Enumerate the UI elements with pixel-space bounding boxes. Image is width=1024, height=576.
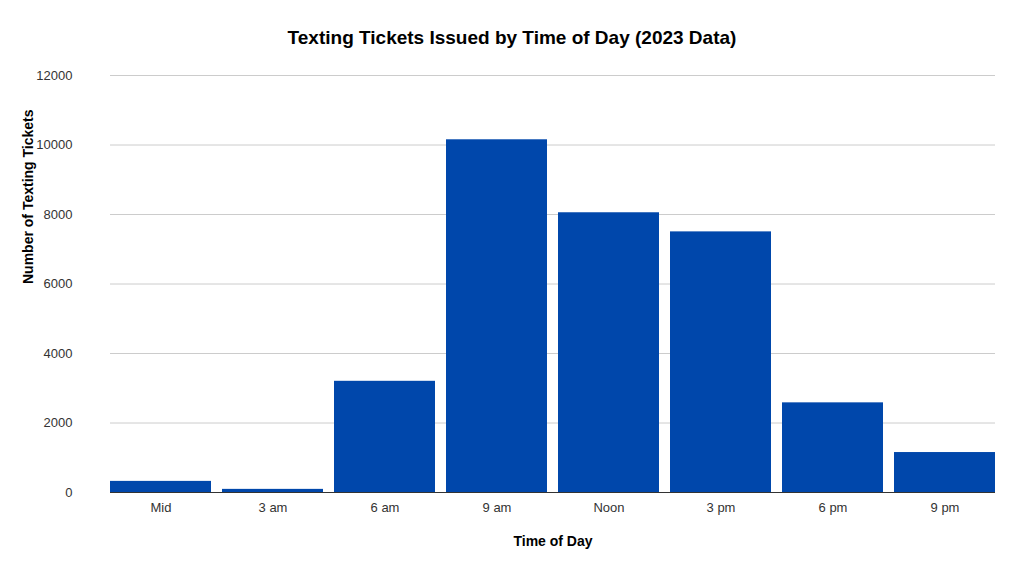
svg-text:6 am: 6 am: [371, 500, 400, 515]
svg-text:9 am: 9 am: [483, 500, 512, 515]
svg-text:2000: 2000: [44, 415, 73, 430]
svg-text:Number of Texting Tickets: Number of Texting Tickets: [20, 109, 36, 284]
html-text:Texting Tickets Issued by Time: Texting Tickets Issued by Time of Day (2…: [287, 27, 737, 48]
svg-text:6000: 6000: [44, 276, 73, 291]
svg-text:9 pm: 9 pm: [931, 500, 960, 515]
svg-text:Time of Day: Time of Day: [513, 533, 592, 549]
svg-text:0: 0: [65, 485, 72, 500]
svg-text:3 am: 3 am: [259, 500, 288, 515]
svg-text:12000: 12000: [36, 68, 72, 83]
svg-text:6 pm: 6 pm: [819, 500, 848, 515]
svg-text:4000: 4000: [44, 346, 73, 361]
svg-text:8000: 8000: [44, 207, 73, 222]
svg-text:3 pm: 3 pm: [707, 500, 736, 515]
svg-text:Mid: Mid: [151, 500, 172, 515]
svg-text:Noon: Noon: [593, 500, 624, 515]
svg-text:10000: 10000: [36, 137, 72, 152]
